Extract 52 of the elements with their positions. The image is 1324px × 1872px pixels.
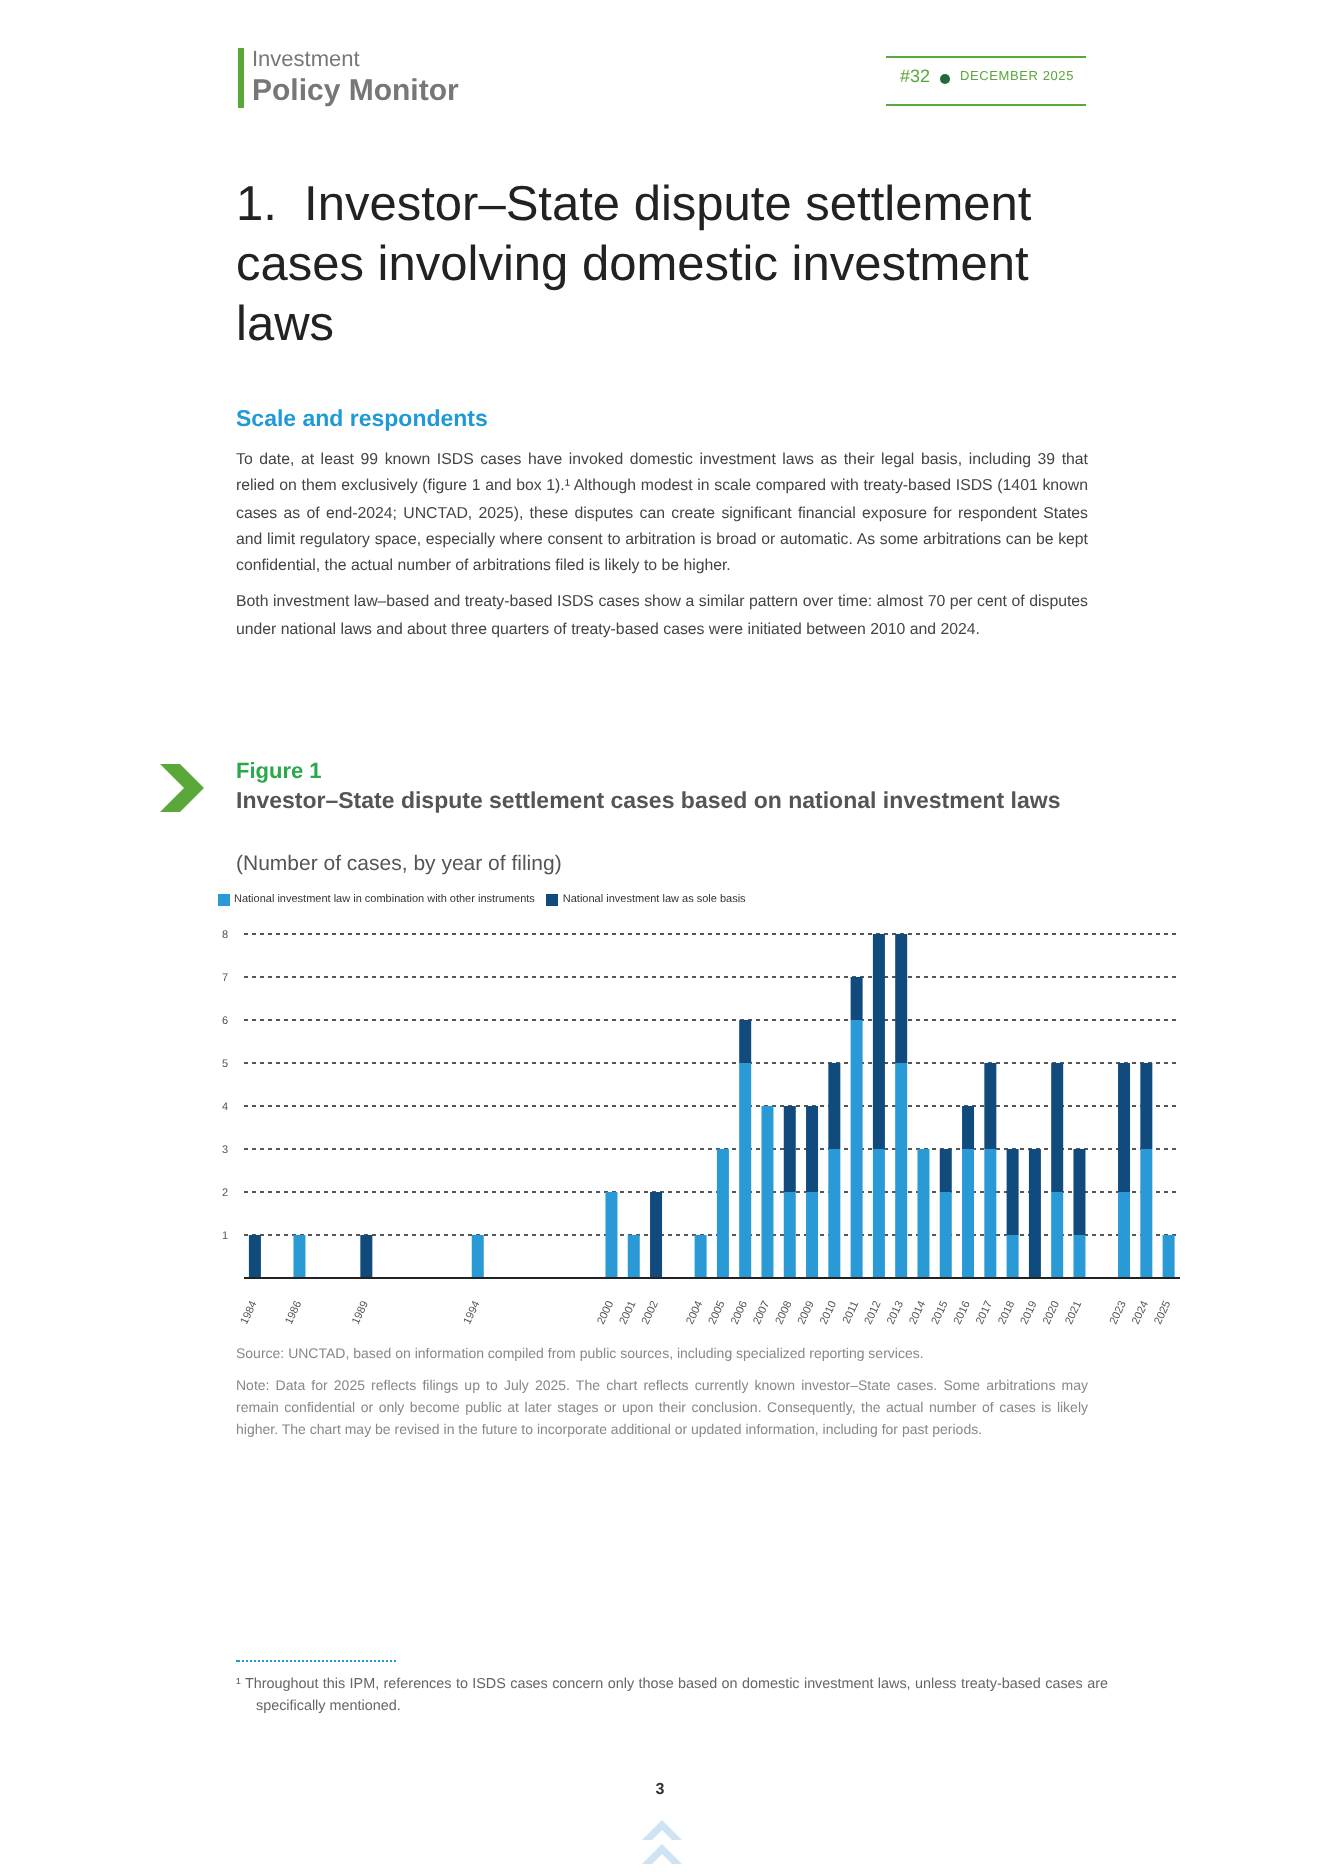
bar xyxy=(1006,1235,1019,1278)
text: Investment xyxy=(252,48,362,72)
bar xyxy=(293,1235,306,1278)
bar xyxy=(739,1020,752,1063)
bar xyxy=(895,934,908,1063)
bar xyxy=(984,1149,997,1278)
bar xyxy=(828,1149,841,1278)
bar xyxy=(939,1149,952,1192)
text: #32 xyxy=(900,66,933,86)
bar xyxy=(1028,1149,1041,1278)
bar xyxy=(962,1149,975,1278)
bar xyxy=(783,1192,796,1278)
bar xyxy=(828,1063,841,1149)
bar xyxy=(872,1149,885,1278)
bar xyxy=(1140,1149,1153,1278)
text: 3 xyxy=(653,1780,667,1798)
chart-subtitle: (Number of cases, by year of filing) xyxy=(236,852,564,876)
bar xyxy=(1051,1192,1064,1278)
bar xyxy=(917,1149,930,1278)
bar xyxy=(605,1192,618,1278)
bar xyxy=(806,1106,819,1192)
bar xyxy=(962,1106,975,1149)
bar xyxy=(471,1235,484,1278)
bar xyxy=(1118,1063,1131,1192)
bar xyxy=(360,1235,373,1278)
bar xyxy=(783,1106,796,1192)
bar xyxy=(1073,1235,1086,1278)
text: Scale and respondents xyxy=(236,408,490,432)
chart-title: Investor–State dispute settlement cases based on national investment laws xyxy=(236,788,1063,816)
text: 1. Investor–State dispute settlement cases involving domestic investment laws xyxy=(236,176,1034,356)
bar xyxy=(806,1192,819,1278)
bar xyxy=(984,1063,997,1149)
bar xyxy=(1073,1149,1086,1235)
bar xyxy=(872,934,885,1149)
text: Policy Monitor xyxy=(252,74,461,108)
bar xyxy=(939,1192,952,1278)
bar xyxy=(716,1149,729,1278)
bar xyxy=(650,1192,663,1278)
bar xyxy=(694,1235,707,1278)
bar xyxy=(895,1063,908,1278)
bar xyxy=(739,1063,752,1278)
bar xyxy=(248,1235,261,1278)
bar xyxy=(1140,1063,1153,1149)
bar xyxy=(850,977,863,1020)
bar xyxy=(627,1235,640,1278)
bar xyxy=(850,1020,863,1278)
bar xyxy=(1118,1192,1131,1278)
caption: Figure 1 xyxy=(236,760,324,784)
bar xyxy=(1006,1149,1019,1235)
bar xyxy=(761,1106,774,1278)
bar xyxy=(1162,1235,1175,1278)
bar xyxy=(1051,1063,1064,1192)
